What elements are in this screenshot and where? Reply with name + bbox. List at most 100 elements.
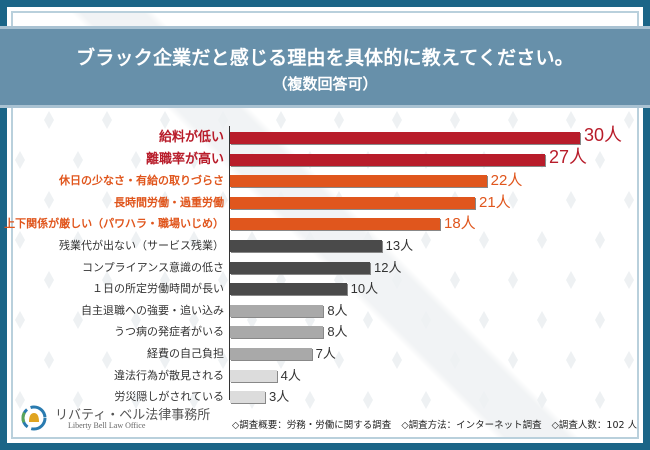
chart-subtitle: （複数回答可） xyxy=(272,75,378,93)
category-label: 残業代が出ない（サービス残業） xyxy=(59,239,224,252)
background-diamond xyxy=(508,271,518,289)
background-diamond xyxy=(450,351,460,369)
bar xyxy=(230,304,324,317)
category-label: コンプライアンス意識の低さ xyxy=(81,260,224,274)
background-diamond xyxy=(566,191,576,209)
bar xyxy=(230,153,545,166)
bar xyxy=(230,348,312,360)
bar xyxy=(230,369,277,382)
background-diamond xyxy=(595,151,605,169)
chart-title: ブラック企業だと感じる理由を具体的に教えてください。 xyxy=(76,47,574,69)
background-diamond xyxy=(102,271,112,289)
category-label: 長時間労働・過重労働 xyxy=(114,195,224,209)
background-diamond xyxy=(508,111,518,129)
background-diamond xyxy=(392,271,402,289)
background-diamond xyxy=(595,231,605,249)
category-label: 違法行為が散見される xyxy=(114,368,224,382)
category-label: 自主退職への強要・追い込み xyxy=(81,303,224,317)
value-label: 30人 xyxy=(584,125,623,145)
background-diamond xyxy=(73,231,83,249)
background-diamond xyxy=(218,271,228,289)
background-diamond xyxy=(73,151,83,169)
background-diamond xyxy=(73,311,83,329)
background-diamond xyxy=(624,191,634,209)
background-diamond xyxy=(160,191,170,209)
note-overview: ◇調査概要：労務・労働に関する調査 xyxy=(232,420,392,431)
background-diamond xyxy=(450,271,460,289)
background-diamond xyxy=(479,231,489,249)
background-diamond xyxy=(305,391,315,409)
logo-name: リバティ・ベル法律事務所 xyxy=(55,408,211,423)
background-diamond xyxy=(624,271,634,289)
background-diamond xyxy=(160,111,170,129)
category-label: 休日の少なさ・有給の取りづらさ xyxy=(59,174,224,188)
background-diamond xyxy=(334,111,344,129)
bar xyxy=(230,326,324,339)
background-diamond xyxy=(15,231,25,249)
background-diamond xyxy=(131,151,141,169)
background-diamond xyxy=(15,311,25,329)
background-diamond xyxy=(566,271,576,289)
background-diamond xyxy=(595,391,605,409)
background-diamond xyxy=(189,151,199,169)
background-diamond xyxy=(131,311,141,329)
bar xyxy=(230,175,487,188)
bar xyxy=(230,240,382,252)
value-label: 8人 xyxy=(327,324,348,340)
note-count: ◇調査人数：102 人 xyxy=(551,420,638,431)
background-diamond xyxy=(363,391,373,409)
background-diamond xyxy=(624,351,634,369)
background-diamond xyxy=(537,311,547,329)
background-diamond xyxy=(102,111,112,129)
category-label: 経費の自己負担 xyxy=(147,347,224,360)
background-diamond xyxy=(189,311,199,329)
category-label: うつ病の発症者がいる xyxy=(114,325,224,339)
background-diamond xyxy=(44,191,54,209)
title-band: ブラック企業だと感じる理由を具体的に教えてください。 （複数回答可） xyxy=(0,26,650,108)
bar xyxy=(230,283,347,296)
background-diamond xyxy=(102,191,112,209)
logo-icon xyxy=(21,405,47,431)
note-method: ◇調査方法：インターネット調査 xyxy=(401,420,542,431)
y-axis-line xyxy=(229,126,230,400)
background-diamond xyxy=(508,191,518,209)
background-diamond xyxy=(131,231,141,249)
background-diamond xyxy=(189,231,199,249)
value-label: 18人 xyxy=(444,215,476,233)
background-diamond xyxy=(15,391,25,409)
value-label: 4人 xyxy=(280,367,301,383)
background-diamond xyxy=(537,391,547,409)
value-label: 22人 xyxy=(490,172,523,190)
background-diamond xyxy=(160,271,170,289)
bar xyxy=(230,132,580,144)
background-diamond xyxy=(160,351,170,369)
bar xyxy=(230,391,265,404)
background-diamond xyxy=(189,391,199,409)
background-diamond xyxy=(102,351,112,369)
background-diamond xyxy=(44,351,54,369)
background-diamond xyxy=(73,391,83,409)
value-label: 27人 xyxy=(549,146,588,167)
background-diamond xyxy=(44,111,54,129)
bar xyxy=(230,261,370,274)
background-diamond xyxy=(479,391,489,409)
background-diamond xyxy=(450,111,460,129)
value-label: 12人 xyxy=(374,259,402,275)
background-diamond xyxy=(624,111,634,129)
category-label: 離職率が高い xyxy=(145,151,224,167)
category-label: 給料が低い xyxy=(158,130,224,145)
category-label: 労災隠しがされている xyxy=(114,390,224,404)
background-diamond xyxy=(508,351,518,369)
background-diamond xyxy=(421,391,431,409)
value-label: 7人 xyxy=(315,346,336,361)
background-diamond xyxy=(566,351,576,369)
background-diamond xyxy=(479,311,489,329)
value-label: 10人 xyxy=(350,281,379,297)
background-diamond xyxy=(15,151,25,169)
survey-notes: ◇調査概要：労務・労働に関する調査 ◇調査方法：インターネット調査 ◇調査人数：10… xyxy=(232,417,647,431)
bar xyxy=(230,196,475,209)
background-diamond xyxy=(421,311,431,329)
background-diamond xyxy=(595,311,605,329)
background-diamond xyxy=(218,111,228,129)
